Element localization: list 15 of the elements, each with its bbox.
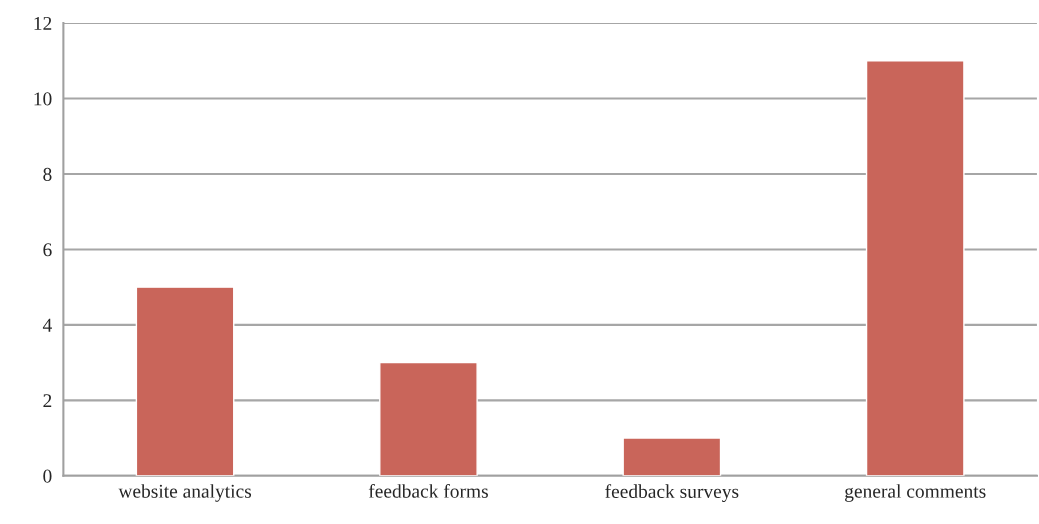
x-tick-label: general comments [845,484,986,502]
x-tick-label: feedback surveys [605,484,739,503]
y-tick-label: 2 [43,394,52,408]
y-tick-label: 4 [42,318,52,332]
y-tick-label: 8 [43,167,52,181]
x-tick-label: website analytics [118,484,252,502]
y-tick-label: 0 [43,469,52,483]
bar [622,437,722,476]
x-tick-label: feedback forms [368,483,488,498]
y-tick-label: 10 [34,92,52,106]
bar [135,286,235,476]
bar [379,361,478,476]
bar [865,60,965,476]
y-tick-label: 6 [43,243,52,257]
y-tick-label: 12 [34,16,52,30]
